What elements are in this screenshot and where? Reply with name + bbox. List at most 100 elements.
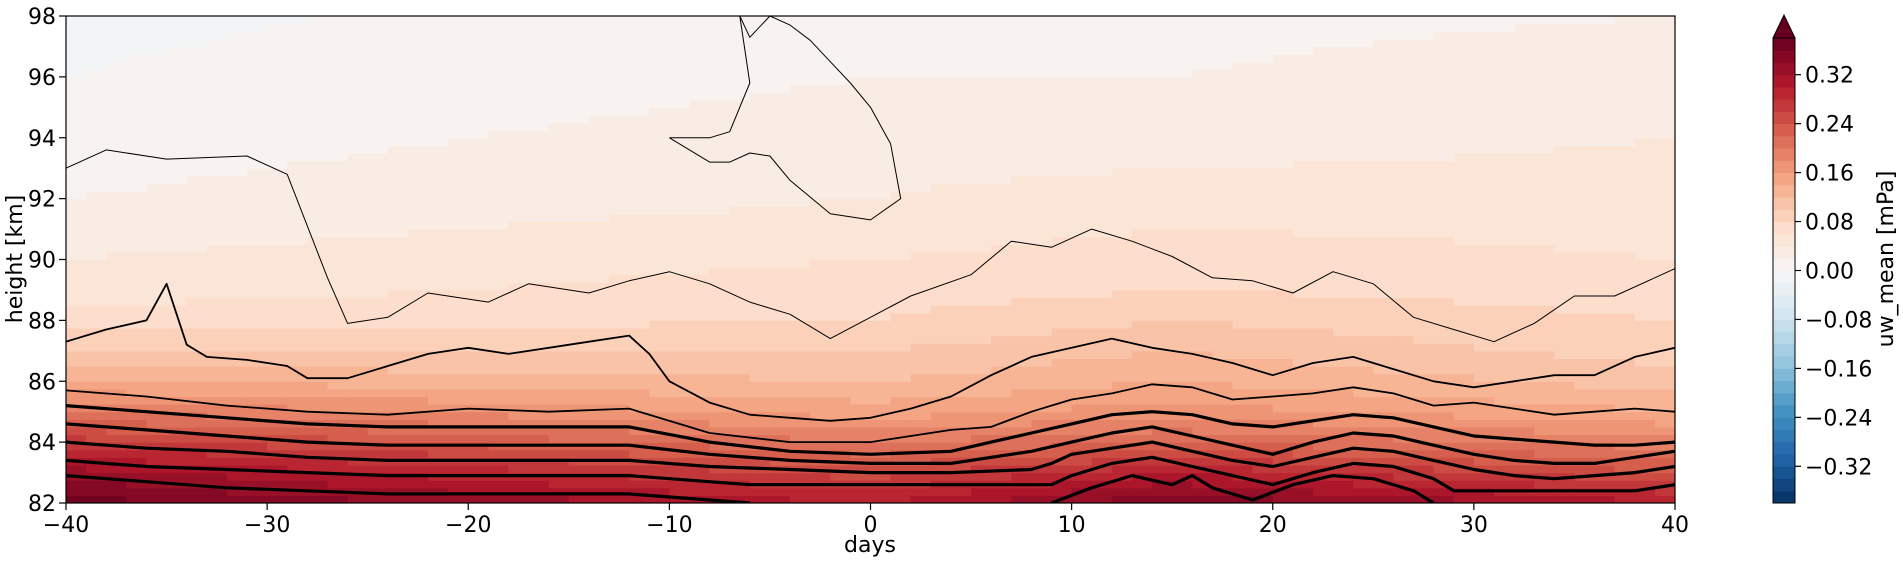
field-cell	[1131, 76, 1153, 86]
field-cell	[1373, 449, 1395, 458]
field-cell	[106, 61, 127, 70]
field-cell	[1534, 99, 1555, 108]
field-cell	[1534, 46, 1555, 55]
field-cell	[1252, 198, 1274, 207]
field-cell	[287, 206, 308, 215]
field-cell	[850, 160, 872, 169]
field-cell	[1413, 411, 1435, 420]
field-cell	[247, 198, 268, 207]
field-cell	[126, 175, 148, 185]
field-cell	[1614, 183, 1636, 192]
field-cell	[649, 411, 670, 420]
field-cell	[428, 426, 449, 436]
field-cell	[950, 388, 972, 398]
field-cell	[488, 312, 510, 321]
field-cell	[307, 221, 329, 230]
field-cell	[528, 206, 550, 215]
field-cell	[910, 343, 932, 352]
field-cell	[1594, 419, 1616, 428]
field-cell	[508, 99, 530, 108]
field-cell	[790, 23, 811, 32]
field-cell	[950, 267, 972, 276]
field-cell	[428, 76, 449, 86]
field-cell	[1031, 152, 1053, 162]
field-cell	[1192, 335, 1214, 344]
field-cell	[870, 259, 892, 268]
field-cell	[166, 381, 188, 390]
field-cell	[428, 449, 449, 458]
field-cell	[1413, 289, 1435, 299]
field-cell	[830, 388, 851, 398]
field-cell	[588, 152, 610, 162]
field-cell	[1473, 259, 1495, 268]
field-cell	[890, 183, 912, 192]
field-cell	[488, 366, 510, 375]
field-cell	[850, 69, 872, 78]
field-cell	[1172, 343, 1193, 352]
field-cell	[1252, 282, 1274, 291]
field-cell	[1353, 388, 1374, 398]
field-cell	[186, 46, 208, 55]
field-cell	[890, 38, 912, 48]
field-cell	[1272, 434, 1294, 443]
field-cell	[528, 335, 550, 344]
field-cell	[1252, 487, 1274, 496]
field-cell	[1473, 23, 1495, 32]
field-cell	[1091, 69, 1113, 78]
field-cell	[991, 46, 1012, 55]
field-cell	[528, 312, 550, 321]
field-cell	[568, 99, 590, 108]
field-cell	[226, 434, 248, 443]
field-cell	[810, 411, 831, 420]
field-cell	[448, 495, 469, 503]
field-cell	[1413, 23, 1435, 32]
field-cell	[1574, 107, 1596, 116]
field-cell	[186, 373, 208, 382]
field-cell	[870, 282, 892, 291]
field-cell	[508, 320, 530, 329]
field-cell	[287, 267, 308, 276]
field-cell	[729, 282, 751, 291]
field-cell	[749, 419, 771, 428]
field-cell	[1594, 373, 1616, 382]
field-cell	[1473, 213, 1495, 223]
field-cell	[890, 426, 912, 436]
field-cell	[166, 320, 188, 329]
field-cell	[910, 38, 932, 48]
field-cell	[830, 464, 851, 474]
field-cell	[830, 175, 851, 185]
field-cell	[991, 107, 1012, 116]
field-cell	[568, 320, 590, 329]
field-cell	[1534, 175, 1555, 185]
field-cell	[729, 23, 751, 32]
field-cell	[1071, 426, 1093, 436]
field-cell	[1433, 312, 1455, 321]
field-cell	[1131, 229, 1153, 238]
field-cell	[428, 404, 449, 413]
field-cell	[1333, 495, 1354, 503]
field-cell	[1574, 236, 1596, 245]
field-cell	[387, 327, 409, 337]
field-cell	[488, 160, 510, 169]
field-cell	[1473, 396, 1495, 405]
field-cell	[1574, 335, 1596, 344]
field-cell	[870, 168, 892, 177]
field-cell	[186, 99, 208, 108]
field-cell	[1312, 381, 1334, 390]
field-cell	[1091, 320, 1113, 329]
field-cell	[689, 312, 711, 321]
field-cell	[1373, 464, 1395, 474]
field-cell	[267, 99, 288, 108]
field-cell	[407, 236, 429, 245]
field-cell	[528, 130, 550, 139]
field-cell	[790, 38, 811, 48]
field-cell	[1614, 373, 1636, 382]
field-cell	[508, 297, 530, 306]
field-cell	[790, 54, 811, 63]
field-cell	[428, 419, 449, 428]
field-cell	[146, 419, 168, 428]
field-cell	[287, 122, 308, 131]
field-cell	[1232, 350, 1254, 360]
field-cell	[367, 183, 389, 192]
field-cell	[1011, 457, 1032, 466]
